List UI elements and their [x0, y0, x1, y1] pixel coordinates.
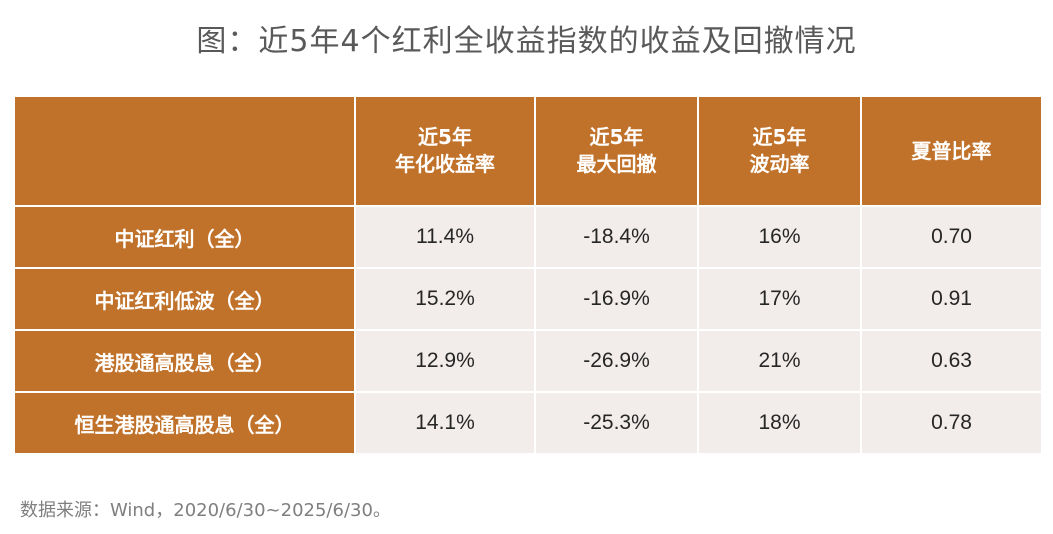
table-row: 中证红利低波（全） 15.2% -16.9% 17% 0.91	[13, 267, 1043, 331]
sharpe-ratio-value: 0.78	[860, 391, 1043, 455]
volatility-value: 21%	[697, 329, 862, 393]
table-row: 港股通高股息（全） 12.9% -26.9% 21% 0.63	[13, 329, 1043, 393]
annual-return-value: 14.1%	[354, 391, 536, 455]
header-sharpe-ratio: 夏普比率	[860, 95, 1043, 207]
row-label: 中证红利低波（全）	[13, 267, 356, 331]
source-note: 数据来源：Wind，2020/6/30~2025/6/30。	[20, 500, 391, 521]
volatility-value: 16%	[697, 205, 862, 269]
row-label: 中证红利（全）	[13, 205, 356, 269]
table-row: 恒生港股通高股息（全） 14.1% -25.3% 18% 0.78	[13, 391, 1043, 455]
annual-return-value: 11.4%	[354, 205, 536, 269]
max-drawdown-value: -18.4%	[534, 205, 699, 269]
sharpe-ratio-value: 0.63	[860, 329, 1043, 393]
max-drawdown-value: -25.3%	[534, 391, 699, 455]
sharpe-ratio-value: 0.91	[860, 267, 1043, 331]
max-drawdown-value: -16.9%	[534, 267, 699, 331]
volatility-value: 17%	[697, 267, 862, 331]
max-drawdown-value: -26.9%	[534, 329, 699, 393]
header-corner-cell	[13, 95, 356, 207]
row-label: 港股通高股息（全）	[13, 329, 356, 393]
page-title: 图：近5年4个红利全收益指数的收益及回撤情况	[196, 24, 857, 59]
annual-return-value: 12.9%	[354, 329, 536, 393]
header-annual-return: 近5年 年化收益率	[354, 95, 536, 207]
table-header-row: 近5年 年化收益率 近5年 最大回撤 近5年 波动率 夏普比率	[13, 95, 1043, 207]
annual-return-value: 15.2%	[354, 267, 536, 331]
volatility-value: 18%	[697, 391, 862, 455]
header-max-drawdown: 近5年 最大回撤	[534, 95, 699, 207]
sharpe-ratio-value: 0.70	[860, 205, 1043, 269]
header-volatility: 近5年 波动率	[697, 95, 862, 207]
index-comparison-table: 近5年 年化收益率 近5年 最大回撤 近5年 波动率 夏普比率 中证红利（全） …	[13, 95, 1043, 455]
row-label: 恒生港股通高股息（全）	[13, 391, 356, 455]
table-row: 中证红利（全） 11.4% -18.4% 16% 0.70	[13, 205, 1043, 269]
